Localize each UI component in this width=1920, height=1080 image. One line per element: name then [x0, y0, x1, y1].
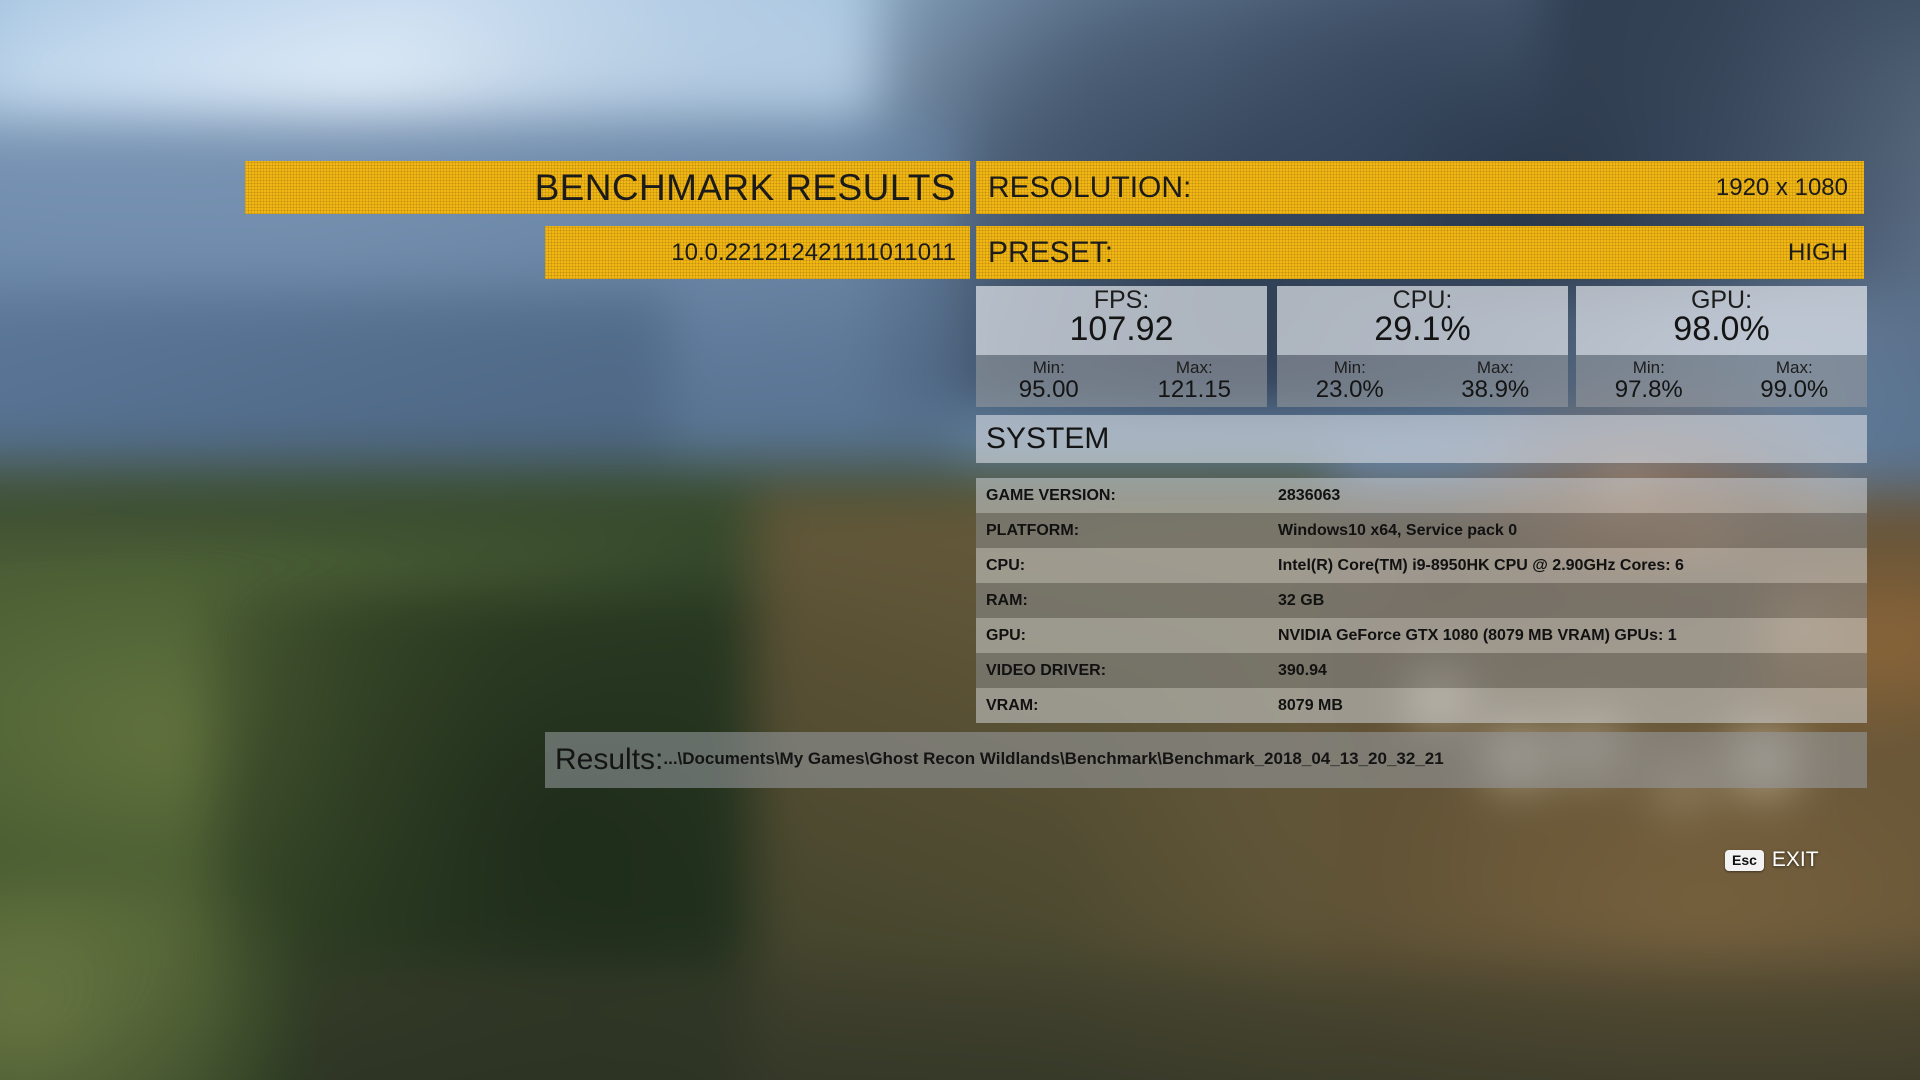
- page-title: BENCHMARK RESULTS: [534, 166, 956, 208]
- stat-fps-max-label: Max:: [1175, 357, 1213, 377]
- stat-cpu-value: 29.1%: [1374, 310, 1471, 348]
- table-row: GAME VERSION: 2836063: [976, 478, 1867, 513]
- exit-hint[interactable]: Esc EXIT: [1725, 848, 1819, 872]
- system-row-value: 390.94: [1278, 661, 1327, 679]
- system-row-key: PLATFORM:: [986, 521, 1080, 539]
- stat-gpu-min-label: Min:: [1632, 357, 1665, 377]
- stat-cpu-max: Max: 38.9%: [1423, 355, 1569, 407]
- stat-fps-main: FPS: 107.92: [976, 286, 1267, 355]
- system-row-key: GAME VERSION:: [986, 486, 1116, 504]
- stat-fps-label: FPS:: [1093, 286, 1150, 314]
- preset-bar: PRESET: HIGH: [976, 226, 1864, 279]
- stat-fps-min: Min: 95.00: [976, 355, 1122, 407]
- stat-gpu-value: 98.0%: [1673, 310, 1770, 348]
- results-path-value: ...\Documents\My Games\Ghost Recon Wildl…: [663, 749, 1444, 768]
- stat-gpu-minmax: Min: 97.8% Max: 99.0%: [1576, 355, 1867, 407]
- table-row: CPU: Intel(R) Core(TM) i9-8950HK CPU @ 2…: [976, 548, 1867, 583]
- stat-cpu-max-value: 38.9%: [1461, 375, 1530, 403]
- system-info-table: GAME VERSION: 2836063 PLATFORM: Windows1…: [976, 478, 1867, 723]
- stat-fps-minmax: Min: 95.00 Max: 121.15: [976, 355, 1267, 407]
- system-row-key: VIDEO DRIVER:: [986, 661, 1107, 679]
- system-row-key: VRAM:: [986, 696, 1039, 714]
- stat-fps-min-label: Min:: [1032, 357, 1065, 377]
- system-row-key: RAM:: [986, 591, 1028, 609]
- stat-gpu-min: Min: 97.8%: [1576, 355, 1722, 407]
- stat-fps-max: Max: 121.15: [1122, 355, 1268, 407]
- stat-cpu-min-label: Min:: [1333, 357, 1366, 377]
- stat-gpu-max-value: 99.0%: [1760, 375, 1829, 403]
- stat-gpu-label: GPU:: [1690, 286, 1753, 314]
- preset-label: PRESET:: [988, 235, 1114, 269]
- stat-fps-min-value: 95.00: [1018, 375, 1079, 403]
- resolution-value: 1920 x 1080: [1715, 173, 1848, 201]
- stat-cpu-max-label: Max:: [1476, 357, 1514, 377]
- stat-cpu-min-value: 23.0%: [1315, 375, 1384, 403]
- exit-label: EXIT: [1771, 848, 1819, 871]
- system-row-value: Windows10 x64, Service pack 0: [1278, 521, 1518, 539]
- esc-key-badge: Esc: [1725, 849, 1764, 871]
- benchmark-results-title-bar: BENCHMARK RESULTS: [245, 161, 970, 214]
- stat-cpu-label: CPU:: [1392, 286, 1453, 314]
- stat-fps-value: 107.92: [1069, 310, 1174, 348]
- table-row: PLATFORM: Windows10 x64, Service pack 0: [976, 513, 1867, 548]
- stat-cpu-main: CPU: 29.1%: [1277, 286, 1568, 355]
- stat-card-cpu: CPU: 29.1% Min: 23.0% Max: 38.9%: [1277, 286, 1568, 407]
- stat-cpu-minmax: Min: 23.0% Max: 38.9%: [1277, 355, 1568, 407]
- stat-fps-max-value: 121.15: [1157, 375, 1231, 403]
- stat-gpu-max-label: Max:: [1775, 357, 1813, 377]
- background-foreground-shadow: [294, 961, 1920, 1080]
- system-row-value: 8079 MB: [1278, 696, 1343, 714]
- stat-gpu-max: Max: 99.0%: [1722, 355, 1868, 407]
- stat-cpu-min: Min: 23.0%: [1277, 355, 1423, 407]
- stat-card-fps: FPS: 107.92 Min: 95.00 Max: 121.15: [976, 286, 1267, 407]
- stat-card-gpu: GPU: 98.0% Min: 97.8% Max: 99.0%: [1576, 286, 1867, 407]
- system-row-value: NVIDIA GeForce GTX 1080 (8079 MB VRAM) G…: [1278, 626, 1677, 644]
- resolution-label: RESOLUTION:: [988, 170, 1192, 204]
- stat-gpu-min-value: 97.8%: [1614, 375, 1683, 403]
- system-section-title: SYSTEM: [986, 422, 1110, 455]
- system-row-key: GPU:: [986, 626, 1026, 644]
- preset-value: HIGH: [1788, 238, 1848, 266]
- table-row: VRAM: 8079 MB: [976, 688, 1867, 723]
- table-row: GPU: NVIDIA GeForce GTX 1080 (8079 MB VR…: [976, 618, 1867, 653]
- system-section-header: SYSTEM: [976, 415, 1867, 463]
- system-row-value: Intel(R) Core(TM) i9-8950HK CPU @ 2.90GH…: [1278, 556, 1684, 574]
- system-row-value: 2836063: [1278, 486, 1341, 504]
- table-row: VIDEO DRIVER: 390.94: [976, 653, 1867, 688]
- stat-gpu-main: GPU: 98.0%: [1576, 286, 1867, 355]
- system-row-key: CPU:: [986, 556, 1026, 574]
- background-field: [0, 887, 295, 1080]
- build-version-value: 10.0.221212421111011011: [671, 238, 956, 266]
- system-row-value: 32 GB: [1278, 591, 1325, 609]
- results-label: Results:: [555, 743, 664, 776]
- table-row: RAM: 32 GB: [976, 583, 1867, 618]
- resolution-bar: RESOLUTION: 1920 x 1080: [976, 161, 1864, 214]
- results-path-bar: Results: ...\Documents\My Games\Ghost Re…: [545, 732, 1867, 788]
- build-version-bar: 10.0.221212421111011011: [545, 226, 970, 279]
